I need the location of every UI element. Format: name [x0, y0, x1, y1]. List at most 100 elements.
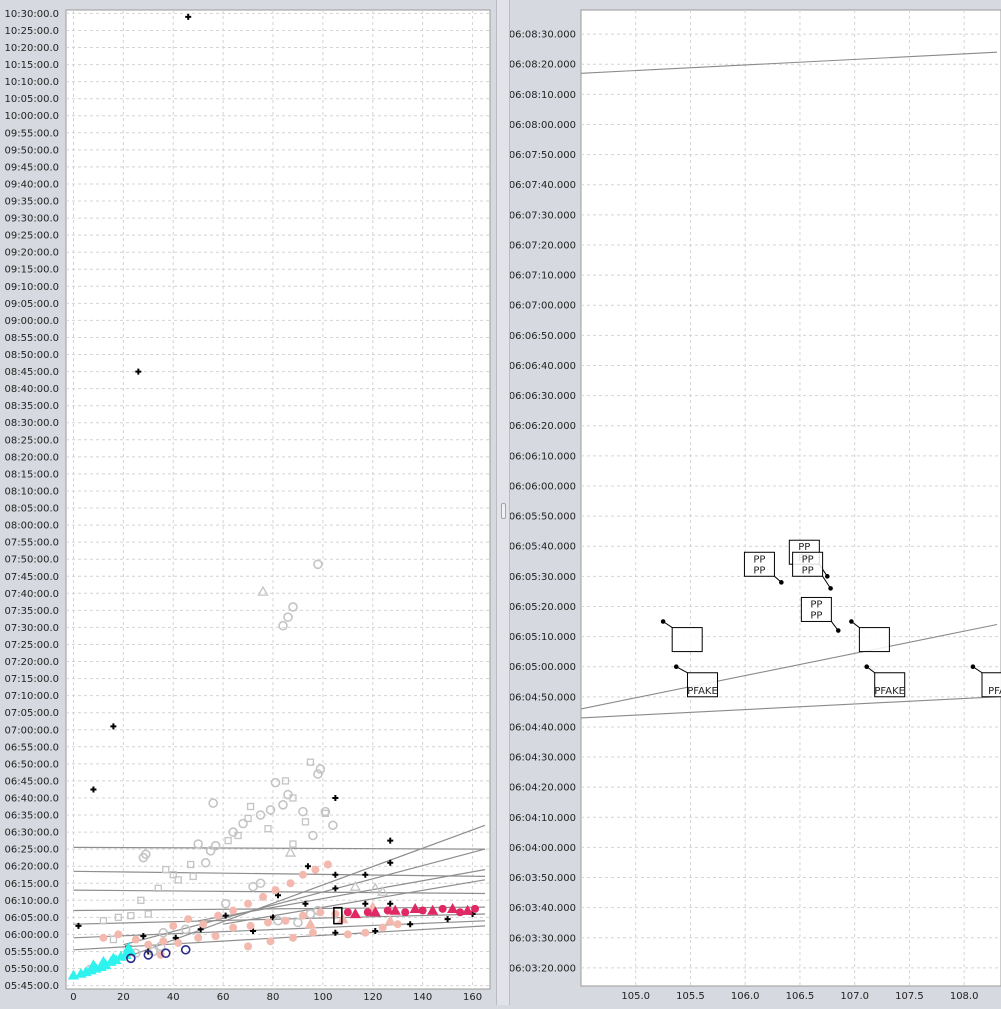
plus-marker [387, 837, 394, 844]
y-tick-label: 06:05:20.000 [510, 602, 576, 613]
circle-marker [169, 921, 178, 930]
x-tick-label: 106.0 [731, 991, 760, 1002]
square-marker [306, 758, 315, 766]
circle-marker [208, 798, 218, 808]
square-marker [127, 912, 135, 920]
x-tick-label: 106.5 [786, 991, 815, 1002]
square-marker [109, 935, 118, 944]
circle-marker [229, 906, 238, 915]
square-marker [244, 814, 252, 823]
trend-line [581, 696, 998, 719]
circle-marker [313, 769, 323, 779]
y-tick-label: 08:30:00.0 [5, 418, 59, 429]
circle-marker [343, 930, 352, 939]
triangle-marker [369, 882, 381, 893]
zoomed-pick-chart[interactable]: 06:03:20.000 06:03:30.000 06:03:40.000 06:0… [509, 0, 1001, 1005]
y-tick-label: 05:55:00.0 [5, 947, 59, 958]
y-tick-label: 07:30:00.0 [5, 623, 59, 634]
label-box [800, 596, 832, 622]
pick-label: PFAKE [687, 686, 718, 697]
y-tick-label: 06:04:10.000 [510, 813, 576, 824]
label-box [687, 672, 719, 698]
y-tick-label: 10:05:00.0 [5, 94, 59, 105]
selection-box-marker [333, 906, 343, 925]
circle-marker [214, 911, 223, 920]
y-tick-label: 09:00:00.0 [5, 316, 59, 327]
pick-label: PFAKE [874, 686, 905, 697]
square-marker [224, 836, 232, 845]
triangle-marker [87, 959, 100, 970]
circle-marker [298, 911, 307, 920]
plus-marker [135, 368, 142, 375]
square-marker [154, 884, 162, 893]
x-tick-label: 107.5 [895, 991, 924, 1002]
pick-point [779, 580, 784, 585]
y-tick-label: 06:03:20.000 [510, 963, 576, 974]
y-tick-label: 06:03:40.000 [510, 903, 576, 914]
trend-line [73, 913, 486, 925]
y-tick-label: 07:35:00.0 [5, 606, 59, 617]
pick-annotation: PFAKE [864, 664, 906, 698]
square-marker [189, 872, 197, 881]
circle-marker [293, 917, 303, 928]
x-tick-label: 80 [267, 992, 280, 1003]
triangle-marker [349, 908, 361, 919]
circle-marker [271, 886, 280, 895]
series-circle [126, 944, 191, 964]
plus-marker [110, 723, 117, 730]
y-tick-label: 07:00:00.0 [5, 725, 59, 736]
circle-marker [180, 944, 191, 955]
triangle-marker [97, 955, 110, 966]
trend-line [73, 846, 486, 850]
trend-line [222, 879, 486, 925]
y-tick-label: 06:30:00.0 [5, 828, 59, 839]
y-tick-label: 06:05:00.000 [510, 662, 576, 673]
split-pane-grip-icon[interactable] [501, 503, 506, 519]
series-plus [75, 13, 476, 955]
pick-point [849, 619, 854, 624]
circle-marker [438, 904, 447, 913]
x-tick-label: 0 [70, 992, 76, 1003]
circle-marker [418, 906, 427, 915]
overview-scatter-chart[interactable]: 05:45:00.0 05:50:00.0 05:55:00.0 06:00:00.0… [0, 0, 496, 1005]
square-marker [289, 840, 297, 848]
y-tick-label: 09:35:00.0 [5, 197, 59, 208]
triangle-marker [122, 942, 134, 953]
y-tick-label: 06:25:00.0 [5, 845, 59, 856]
y-tick-label: 08:20:00.0 [5, 452, 59, 463]
y-tick-label: 07:25:00.0 [5, 640, 59, 651]
label-box [858, 627, 890, 653]
plot-area [65, 9, 491, 990]
y-tick-label: 06:06:10.000 [510, 451, 576, 462]
triangle-marker [377, 885, 389, 896]
circle-marker [220, 898, 231, 909]
y-tick-label: 06:08:00.000 [510, 120, 576, 131]
circle-marker [308, 830, 318, 841]
series-triangle [257, 585, 389, 896]
y-tick-label: 06:07:40.000 [510, 180, 576, 191]
label-box [792, 551, 824, 577]
y-tick-label: 06:06:20.000 [510, 421, 576, 432]
triangle-marker [349, 880, 361, 891]
y-tick-label: 05:45:00.0 [5, 981, 59, 992]
square-marker [301, 818, 310, 826]
circle-marker [158, 927, 169, 938]
x-tick-label: 140 [413, 992, 432, 1003]
trend-line [123, 848, 486, 946]
triangle-marker [389, 904, 401, 915]
y-tick-label: 07:50:00.0 [5, 555, 59, 566]
circle-marker [143, 950, 154, 960]
pick-label: PP [753, 554, 765, 565]
y-tick-label: 07:05:00.0 [5, 708, 59, 719]
y-tick-label: 06:00:00.0 [5, 930, 59, 941]
triangle-marker [107, 952, 119, 963]
circle-marker [246, 921, 255, 930]
circle-marker [194, 933, 203, 942]
square-marker [187, 860, 195, 869]
circle-marker [320, 806, 331, 817]
y-tick-label: 08:55:00.0 [5, 333, 59, 344]
pick-label: PP [753, 565, 765, 576]
triangle-marker [284, 846, 297, 857]
split-pane-divider[interactable] [496, 0, 510, 1005]
label-box [981, 672, 1001, 698]
